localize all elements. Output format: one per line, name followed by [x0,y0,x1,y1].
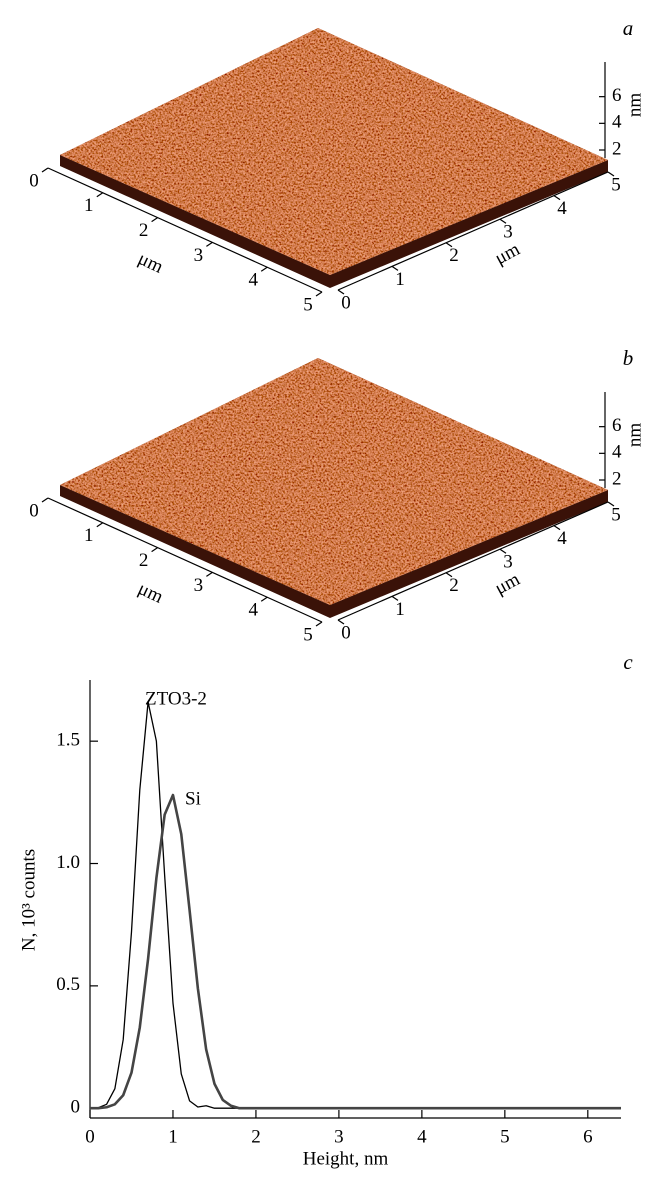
x-tick-label: 3 [194,245,204,266]
x-tick [316,292,322,296]
x-tick-label: 0 [29,170,39,191]
y-tick-label: 5 [611,504,621,525]
y-tick-label: 1 [395,599,405,620]
x-tick [316,622,322,626]
z-tick-label: 4 [612,112,622,133]
x-tick [152,218,158,222]
x-tick [206,242,212,246]
x-tick-label: 0 [85,1126,95,1147]
y-tick-label: 0 [341,622,351,643]
x-axis-label: μm [135,248,167,278]
y-tick-label: 5 [611,174,621,195]
x-tick-label: 5 [303,294,313,315]
x-tick [152,548,158,552]
x-tick [261,267,267,271]
x-tick [42,498,48,502]
y-tick-label: 2 [449,575,459,596]
y-tick-label: 1.0 [56,852,80,873]
y-axis-label: μm [492,239,524,269]
x-tick-label: 1 [84,525,94,546]
panel-label: c [623,650,633,674]
z-axis-label: nm [624,93,645,118]
x-tick [42,168,48,172]
x-tick-label: 2 [251,1126,261,1147]
z-tick-label: 6 [612,85,622,106]
x-tick [97,523,103,527]
x-tick-label: 1 [168,1126,178,1147]
y-tick-label: 0 [341,292,351,313]
x-tick-label: 3 [334,1126,344,1147]
z-tick-label: 2 [612,468,622,489]
x-tick-label: 2 [139,220,149,241]
x-tick-label: 1 [84,195,94,216]
x-tick-label: 4 [417,1126,427,1147]
figure: a012345μm012345μm246nmb012345μm012345μm2… [0,0,651,1177]
panel-label: b [623,346,634,370]
y-tick-label: 1.5 [56,730,80,751]
y-axis-label: μm [492,569,524,599]
z-tick-label: 4 [612,442,622,463]
x-tick [261,597,267,601]
y-tick-label: 0 [71,1097,81,1118]
x-tick-label: 4 [248,600,258,621]
x-axis-label: μm [135,578,167,608]
panel-label: a [623,16,634,40]
z-tick-label: 6 [612,415,622,436]
y-tick-label: 0.5 [56,974,80,995]
x-axis-label: Height, nm [303,1148,389,1169]
x-tick-label: 2 [139,550,149,571]
z-tick-label: 2 [612,138,622,159]
x-tick [206,572,212,576]
y-tick-label: 2 [449,245,459,266]
x-tick-label: 3 [194,575,204,596]
series-label: Si [185,788,201,809]
series-line [90,702,621,1108]
x-tick-label: 6 [583,1126,593,1147]
x-tick [97,193,103,197]
series-label: ZTO3-2 [145,688,207,709]
page: {"chart_data": [ {"type": "surface", "pa… [0,0,651,1177]
y-tick-label: 4 [557,528,567,549]
x-tick-label: 0 [29,500,39,521]
y-axis-label: N, 10³ counts [18,849,39,951]
z-axis-label: nm [624,423,645,448]
y-tick-label: 1 [395,269,405,290]
x-tick-label: 4 [248,270,258,291]
x-tick-label: 5 [303,624,313,645]
x-tick-label: 5 [500,1126,510,1147]
y-tick-label: 4 [557,198,567,219]
